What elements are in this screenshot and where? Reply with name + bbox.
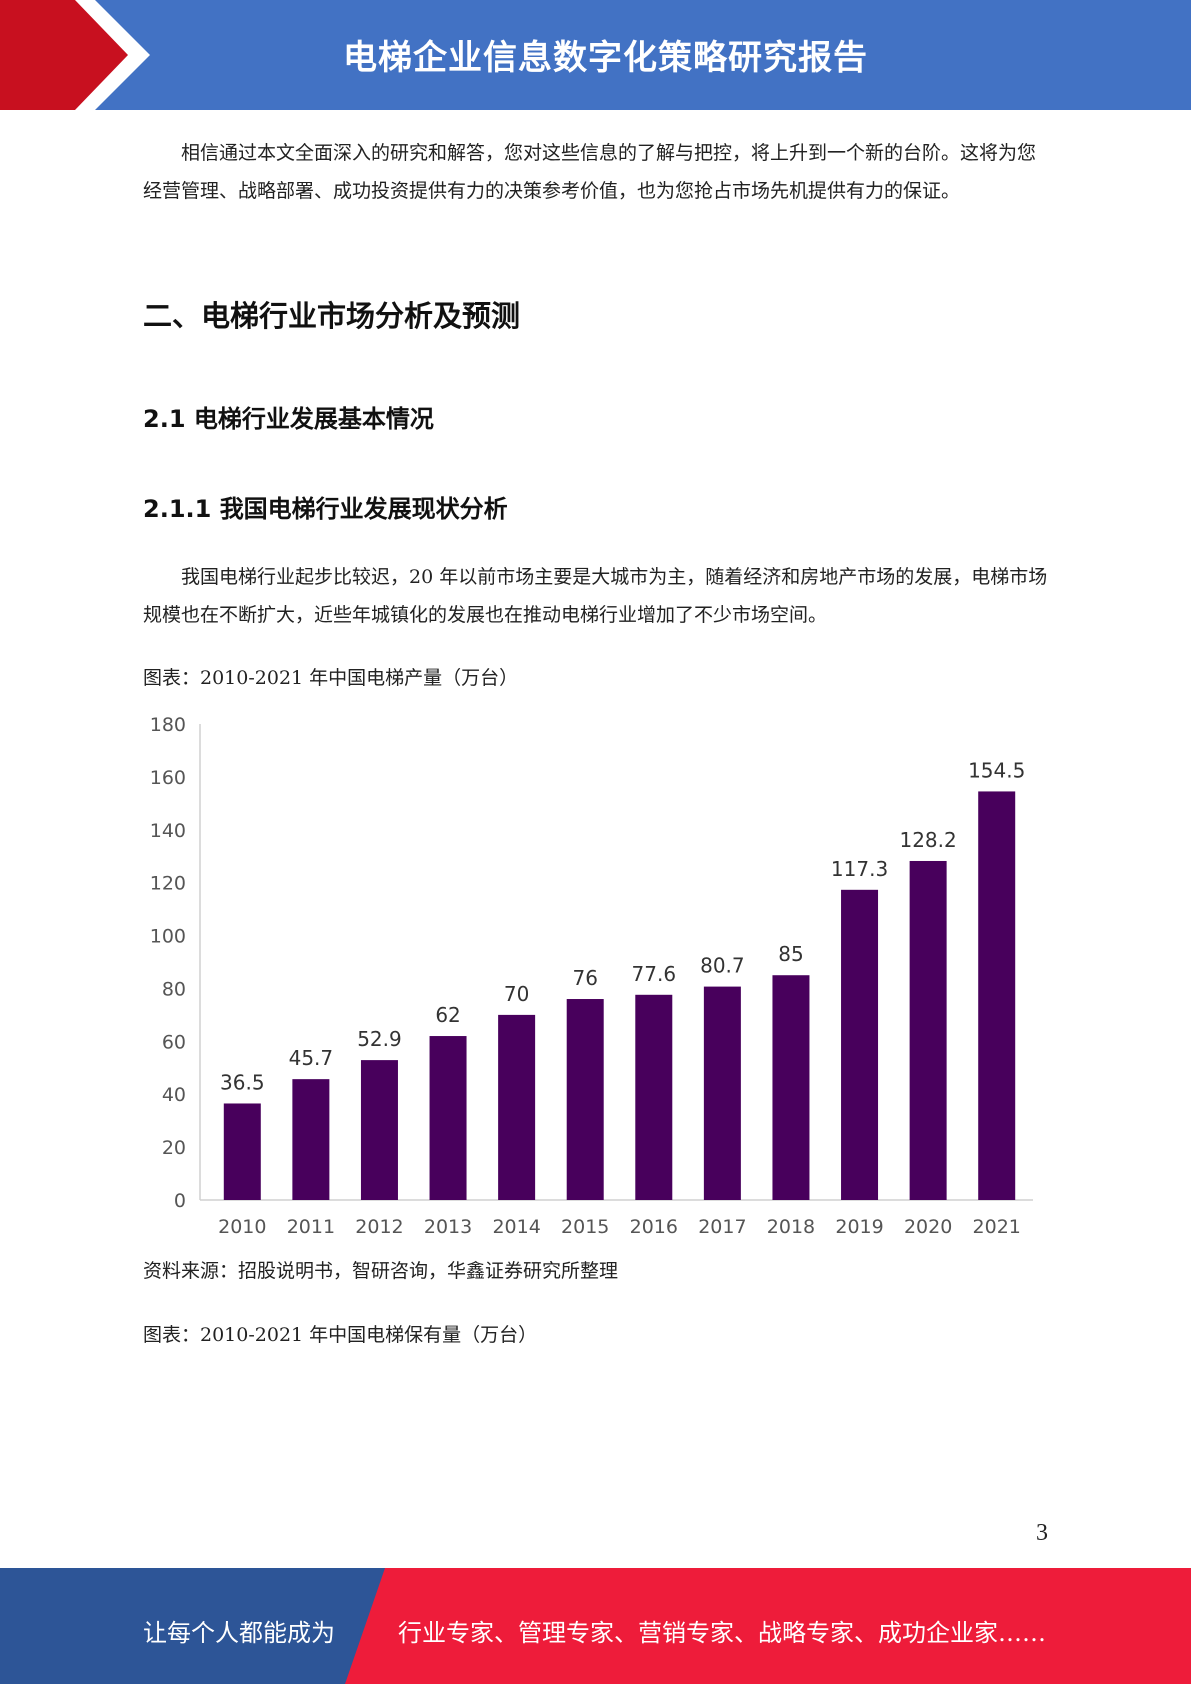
figure-caption-production: 图表：2010-2021 年中国电梯产量（万台） <box>143 667 519 689</box>
x-tick-label: 2013 <box>424 1216 472 1238</box>
subsubsection-heading: 2.1.1 我国电梯行业发展现状分析 <box>143 495 508 523</box>
x-tick-label: 2012 <box>355 1216 403 1238</box>
x-tick-label: 2017 <box>698 1216 746 1238</box>
x-tick-label: 2014 <box>492 1216 540 1238</box>
y-tick-label: 40 <box>162 1084 186 1106</box>
x-tick-label: 2016 <box>630 1216 678 1238</box>
footer-slogan-left: 让每个人都能成为 <box>143 1619 335 1647</box>
bar <box>909 860 947 1200</box>
bar <box>841 889 879 1200</box>
data-label: 154.5 <box>968 758 1025 782</box>
bar <box>978 791 1016 1200</box>
bar <box>566 999 604 1200</box>
y-tick-label: 160 <box>150 767 186 789</box>
y-tick-label: 140 <box>150 820 186 842</box>
production-bar-chart: 0 20 40 60 80 100 120 140 160 180 36.5 2010 45.7 2011… <box>150 714 1033 1238</box>
data-label: 62 <box>435 1003 460 1027</box>
bar <box>498 1014 536 1200</box>
data-label: 36.5 <box>220 1070 265 1094</box>
section-heading: 二、电梯行业市场分析及预测 <box>143 299 521 333</box>
header-banner: 电梯企业信息数字化策略研究报告 <box>0 0 1191 110</box>
data-label: 117.3 <box>831 857 888 881</box>
y-tick-label: 80 <box>162 978 186 1000</box>
page-number: 3 <box>1036 1520 1048 1546</box>
bar <box>703 986 741 1200</box>
footer-banner <box>0 1568 1191 1684</box>
data-label: 85 <box>778 942 803 966</box>
bar <box>635 994 673 1200</box>
x-tick-label: 2015 <box>561 1216 609 1238</box>
data-label: 80.7 <box>700 954 745 978</box>
bar <box>772 975 810 1200</box>
bar <box>223 1103 261 1200</box>
x-tick-label: 2021 <box>973 1216 1021 1238</box>
source-note: 资料来源：招股说明书，智研咨询，华鑫证券研究所整理 <box>143 1260 619 1282</box>
data-label: 77.6 <box>632 962 677 986</box>
header-arrow-decoration <box>0 0 150 110</box>
y-tick-label: 60 <box>162 1031 186 1053</box>
report-title: 电梯企业信息数字化策略研究报告 <box>343 38 868 78</box>
subsection-heading: 2.1 电梯行业发展基本情况 <box>143 405 434 433</box>
y-tick-label: 180 <box>150 714 186 736</box>
data-label: 45.7 <box>289 1046 334 1070</box>
body-paragraph: 我国电梯行业起步比较迟，20 年以前市场主要是大城市为主，随着经济和房地产市场的… <box>143 566 1048 626</box>
x-tick-label: 2019 <box>835 1216 883 1238</box>
y-tick-label: 120 <box>150 873 186 895</box>
x-tick-label: 2018 <box>767 1216 815 1238</box>
y-tick-label: 0 <box>174 1190 186 1212</box>
bar <box>429 1036 467 1200</box>
y-tick-label: 20 <box>162 1137 186 1159</box>
data-label: 128.2 <box>899 828 956 852</box>
footer-slogan-right: 行业专家、管理专家、营销专家、战略专家、成功企业家…… <box>398 1619 1046 1647</box>
bar <box>360 1060 398 1200</box>
data-label: 52.9 <box>357 1027 402 1051</box>
y-tick-label: 100 <box>150 926 186 948</box>
intro-block: 相信通过本文全面深入的研究和解答，您对这些信息的了解与把控，将上升到一个新的台阶… <box>143 134 1048 210</box>
figure-caption-inventory: 图表：2010-2021 年中国电梯保有量（万台） <box>143 1324 538 1346</box>
footer-left-band <box>0 1568 385 1684</box>
data-label: 76 <box>572 966 597 990</box>
data-label: 70 <box>504 982 529 1006</box>
bar <box>292 1079 330 1200</box>
intro-paragraph: 相信通过本文全面深入的研究和解答，您对这些信息的了解与把控，将上升到一个新的台阶… <box>143 142 1037 202</box>
x-tick-label: 2011 <box>287 1216 335 1238</box>
x-tick-label: 2020 <box>904 1216 952 1238</box>
body-block: 我国电梯行业起步比较迟，20 年以前市场主要是大城市为主，随着经济和房地产市场的… <box>143 558 1048 634</box>
x-tick-label: 2010 <box>218 1216 266 1238</box>
